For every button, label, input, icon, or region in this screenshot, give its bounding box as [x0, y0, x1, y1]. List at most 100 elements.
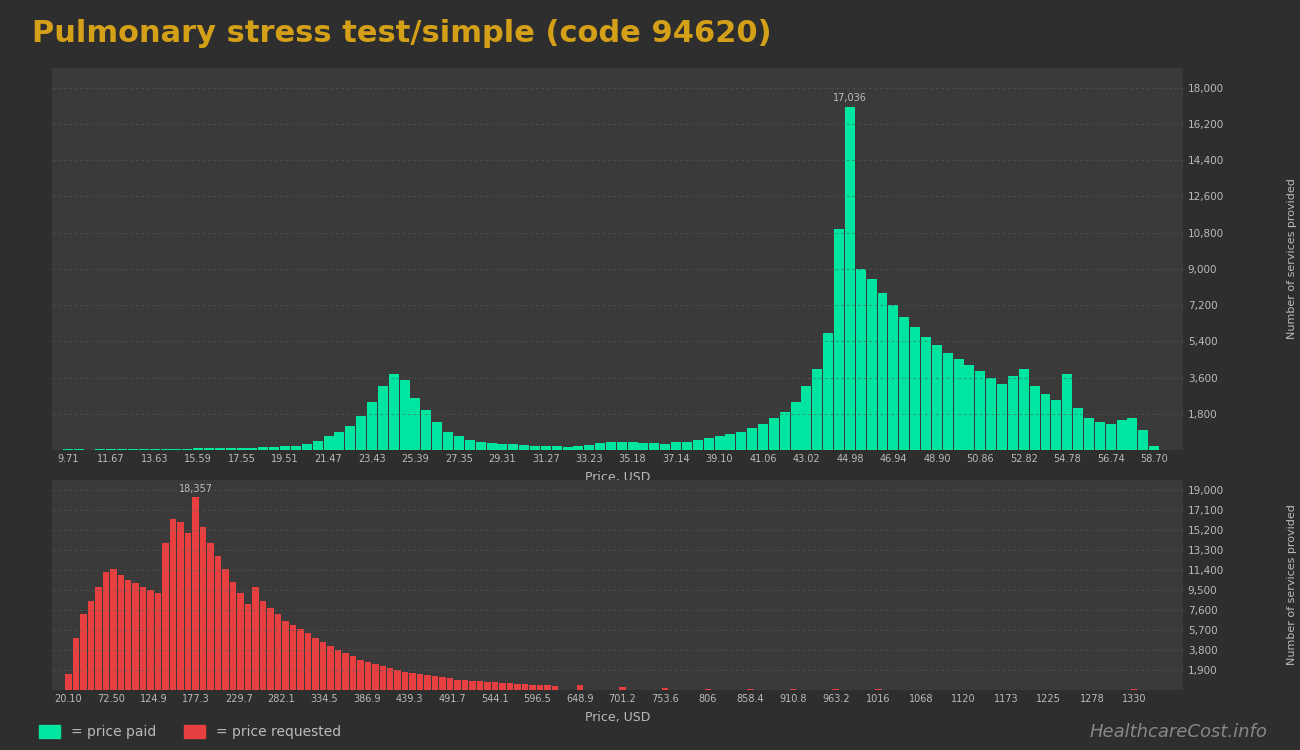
Bar [334, 432, 345, 450]
Bar [573, 446, 584, 450]
Bar [662, 688, 668, 690]
Bar [298, 629, 304, 690]
Bar [595, 443, 606, 450]
Bar [140, 587, 147, 690]
Bar [410, 674, 416, 690]
Bar [758, 424, 768, 450]
Bar [432, 676, 438, 690]
Bar [638, 443, 649, 450]
Bar [515, 684, 521, 690]
Bar [432, 422, 442, 450]
Bar [812, 370, 823, 450]
Bar [530, 446, 540, 450]
Bar [454, 436, 464, 450]
Bar [1019, 370, 1028, 450]
Bar [389, 374, 399, 450]
Bar [304, 633, 311, 690]
Bar [87, 601, 94, 690]
Bar [350, 656, 356, 690]
Bar [932, 345, 941, 450]
Bar [394, 670, 400, 690]
Bar [342, 653, 348, 690]
Y-axis label: Number of services provided: Number of services provided [1287, 178, 1296, 339]
Bar [508, 444, 519, 450]
Bar [835, 229, 844, 450]
Bar [364, 662, 370, 690]
Bar [214, 556, 221, 690]
Bar [334, 650, 341, 690]
Bar [987, 377, 996, 450]
Bar [855, 268, 866, 450]
Bar [888, 305, 898, 450]
Bar [823, 333, 833, 450]
Bar [380, 666, 386, 690]
Bar [139, 449, 148, 450]
Bar [660, 443, 671, 450]
Bar [161, 449, 170, 450]
Bar [537, 685, 543, 690]
Bar [485, 682, 491, 690]
Bar [387, 668, 394, 690]
Bar [606, 442, 616, 450]
Legend: = price paid, = price requested: = price paid, = price requested [39, 725, 342, 740]
Bar [867, 279, 876, 450]
Bar [920, 338, 931, 450]
Bar [693, 440, 703, 450]
Text: HealthcareCost.info: HealthcareCost.info [1089, 723, 1268, 741]
Bar [491, 682, 498, 690]
Bar [399, 380, 410, 450]
Bar [238, 593, 244, 690]
Bar [1149, 446, 1160, 450]
Bar [1127, 418, 1138, 450]
Bar [162, 543, 169, 690]
Bar [507, 683, 514, 690]
Bar [81, 614, 87, 690]
Bar [358, 659, 364, 690]
Bar [421, 410, 432, 450]
Bar [269, 447, 280, 450]
Bar [324, 436, 334, 450]
Bar [290, 625, 296, 690]
Bar [498, 444, 507, 450]
Text: 18,357: 18,357 [178, 484, 213, 494]
Bar [155, 593, 161, 690]
Bar [1052, 400, 1061, 450]
Bar [1030, 386, 1040, 450]
Bar [1117, 420, 1127, 450]
Bar [133, 583, 139, 690]
Bar [619, 687, 625, 690]
Text: 17,036: 17,036 [833, 93, 867, 103]
Bar [965, 365, 975, 450]
Bar [247, 448, 257, 450]
Bar [942, 353, 953, 450]
Bar [103, 572, 109, 690]
Bar [177, 522, 183, 690]
Bar [280, 446, 290, 450]
Bar [628, 442, 637, 450]
Bar [747, 689, 754, 690]
Bar [439, 677, 446, 690]
Bar [252, 587, 259, 690]
Bar [1139, 430, 1148, 450]
Bar [194, 448, 203, 450]
Bar [204, 448, 214, 450]
Bar [214, 448, 225, 450]
Bar [476, 442, 486, 450]
Bar [1095, 422, 1105, 450]
Bar [274, 614, 281, 690]
X-axis label: Price, USD: Price, USD [585, 711, 650, 724]
Bar [117, 449, 127, 450]
Bar [715, 436, 724, 450]
Bar [910, 327, 920, 450]
Bar [455, 680, 461, 690]
Bar [469, 680, 476, 690]
Bar [192, 497, 199, 690]
Bar [260, 601, 266, 690]
Bar [313, 441, 322, 450]
Bar [268, 608, 274, 690]
Bar [244, 604, 251, 690]
Bar [997, 383, 1008, 450]
Bar [147, 590, 153, 690]
Bar [185, 532, 191, 690]
Bar [1072, 408, 1083, 450]
